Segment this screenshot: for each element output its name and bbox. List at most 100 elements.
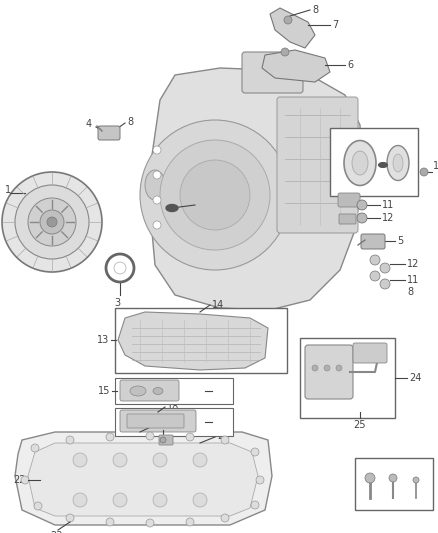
- Circle shape: [389, 474, 397, 482]
- Circle shape: [380, 279, 390, 289]
- Text: 2: 2: [197, 200, 203, 210]
- Text: 19: 19: [155, 418, 167, 428]
- Bar: [115, 408, 233, 436]
- FancyBboxPatch shape: [353, 343, 387, 363]
- Circle shape: [193, 493, 207, 507]
- Polygon shape: [262, 50, 330, 82]
- Bar: [355, 458, 433, 510]
- Text: 18: 18: [167, 402, 179, 412]
- Circle shape: [28, 198, 76, 246]
- Circle shape: [153, 221, 161, 229]
- Text: 23: 23: [50, 531, 62, 533]
- Text: 20: 20: [365, 503, 375, 512]
- FancyBboxPatch shape: [98, 126, 120, 140]
- Circle shape: [66, 514, 74, 522]
- Circle shape: [186, 433, 194, 441]
- Circle shape: [365, 473, 375, 483]
- Circle shape: [73, 453, 87, 467]
- Circle shape: [312, 365, 318, 371]
- Bar: [115, 308, 287, 373]
- Circle shape: [66, 436, 74, 444]
- Circle shape: [2, 172, 102, 272]
- Circle shape: [180, 160, 250, 230]
- Circle shape: [251, 448, 259, 456]
- Text: 5: 5: [397, 236, 403, 246]
- FancyBboxPatch shape: [242, 52, 303, 93]
- Circle shape: [160, 437, 166, 443]
- Circle shape: [370, 255, 380, 265]
- Circle shape: [114, 262, 126, 274]
- Circle shape: [106, 254, 134, 282]
- Polygon shape: [15, 432, 272, 525]
- Text: 21: 21: [217, 431, 230, 441]
- Text: 10: 10: [433, 161, 438, 171]
- Text: 24: 24: [409, 373, 421, 383]
- Circle shape: [73, 493, 87, 507]
- FancyBboxPatch shape: [338, 193, 360, 207]
- Circle shape: [186, 518, 194, 526]
- Circle shape: [146, 432, 154, 440]
- Text: 8: 8: [127, 117, 133, 127]
- FancyBboxPatch shape: [361, 234, 385, 249]
- Text: 3: 3: [114, 298, 120, 308]
- Circle shape: [420, 168, 428, 176]
- Circle shape: [40, 210, 64, 234]
- FancyBboxPatch shape: [120, 380, 179, 401]
- Polygon shape: [150, 68, 362, 310]
- Circle shape: [251, 501, 259, 509]
- Text: 26: 26: [388, 462, 400, 472]
- Circle shape: [160, 140, 270, 250]
- Text: 2: 2: [392, 157, 398, 167]
- Circle shape: [281, 48, 289, 56]
- Ellipse shape: [344, 141, 376, 185]
- Text: 6: 6: [347, 60, 353, 70]
- Circle shape: [140, 120, 290, 270]
- Text: 17: 17: [214, 417, 226, 427]
- Polygon shape: [270, 8, 315, 48]
- Circle shape: [413, 477, 419, 483]
- Text: 8: 8: [312, 5, 318, 15]
- Text: 9: 9: [371, 132, 377, 142]
- Circle shape: [153, 146, 161, 154]
- Ellipse shape: [387, 146, 409, 181]
- Bar: [115, 378, 233, 404]
- FancyBboxPatch shape: [120, 410, 196, 432]
- Circle shape: [153, 493, 167, 507]
- Polygon shape: [28, 443, 258, 516]
- Text: 13: 13: [97, 335, 109, 345]
- Polygon shape: [118, 312, 268, 370]
- Circle shape: [153, 171, 161, 179]
- Text: 14: 14: [212, 300, 224, 310]
- Circle shape: [256, 476, 264, 484]
- Text: 7: 7: [332, 20, 338, 30]
- Circle shape: [336, 365, 342, 371]
- Text: 12: 12: [382, 213, 394, 223]
- Circle shape: [153, 453, 167, 467]
- Circle shape: [15, 185, 89, 259]
- Circle shape: [106, 518, 114, 526]
- Circle shape: [47, 217, 57, 227]
- Text: 19: 19: [388, 503, 398, 512]
- Text: 20: 20: [157, 419, 170, 429]
- Ellipse shape: [393, 154, 403, 172]
- Circle shape: [21, 476, 29, 484]
- Bar: [300, 338, 395, 418]
- Circle shape: [370, 271, 380, 281]
- Ellipse shape: [166, 205, 178, 212]
- Text: 15: 15: [98, 386, 110, 396]
- Circle shape: [284, 16, 292, 24]
- Circle shape: [193, 453, 207, 467]
- Ellipse shape: [352, 151, 368, 175]
- Circle shape: [380, 263, 390, 273]
- Circle shape: [357, 213, 367, 223]
- Text: 22: 22: [14, 475, 26, 485]
- Text: 11: 11: [382, 200, 394, 210]
- Text: 8: 8: [407, 287, 413, 297]
- Circle shape: [113, 453, 127, 467]
- Text: 16: 16: [214, 386, 226, 396]
- Text: 11: 11: [407, 275, 419, 285]
- FancyBboxPatch shape: [305, 345, 353, 399]
- Text: 4: 4: [86, 119, 92, 129]
- Bar: [330, 128, 418, 196]
- Circle shape: [357, 200, 367, 210]
